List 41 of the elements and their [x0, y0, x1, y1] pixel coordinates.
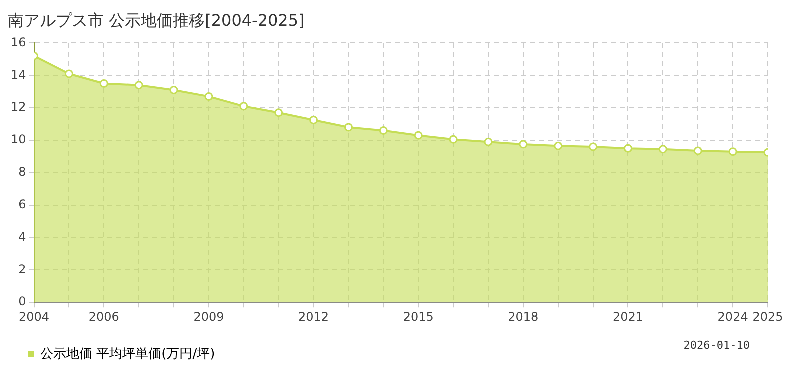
point: [100, 79, 108, 88]
y-tick-label: 10: [10, 132, 26, 147]
point: [484, 138, 493, 146]
point: [344, 123, 353, 132]
point: [519, 140, 528, 149]
point: [624, 144, 632, 153]
point: [414, 131, 423, 140]
point: [240, 102, 248, 111]
point: [310, 116, 318, 124]
point: [170, 86, 178, 94]
point: [449, 135, 458, 144]
y-tick-label: 4: [18, 230, 26, 244]
x-tick-label: 2004: [18, 310, 50, 324]
point: [379, 126, 388, 135]
y-tick-label: 14: [10, 68, 26, 82]
point: [694, 146, 702, 156]
point: [134, 81, 144, 90]
y-tick-label: 16: [10, 35, 26, 50]
chart-title: 南アルプス市 公示地価推移[2004-2025]: [8, 10, 305, 30]
text: 2026-01-10: [684, 338, 750, 352]
x-tick-label: 2018: [508, 310, 539, 324]
y-tick-label: 12: [10, 100, 26, 114]
y-tick-label: 6: [18, 197, 26, 212]
point: [64, 70, 74, 78]
point: [274, 108, 284, 118]
x-tick-label: 2012: [298, 310, 330, 324]
point: [204, 92, 214, 101]
x-tick-label: 2025: [752, 310, 784, 324]
x-tick-label: 2024: [718, 310, 748, 324]
point: [658, 145, 668, 154]
point: [554, 142, 563, 150]
y-tick-label: 0: [18, 294, 26, 309]
x-tick-label: 2015: [403, 310, 434, 324]
x-tick-label: 2021: [612, 310, 644, 324]
legend-label: 公示地価 平均坪単価(万円/坪): [40, 346, 216, 362]
point: [728, 148, 738, 156]
x-tick-label: 2006: [88, 310, 120, 324]
y-tick-label: 8: [18, 165, 26, 180]
point: [589, 142, 598, 152]
y-tick-label: 2: [18, 262, 26, 276]
x-tick-label: 2009: [194, 310, 224, 324]
